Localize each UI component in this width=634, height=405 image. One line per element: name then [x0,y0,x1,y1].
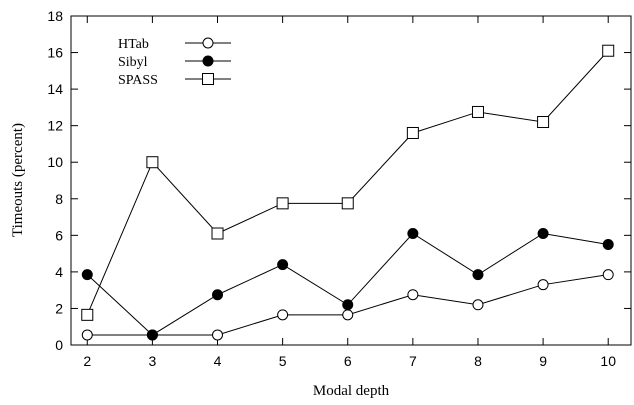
x-tick-label: 9 [539,353,547,369]
data-point-htab [602,269,614,281]
data-point-sibyl [212,289,224,301]
data-point-sibyl [602,238,614,250]
legend-item-spass: SPASS [118,73,231,88]
x-tick-label: 8 [474,353,482,369]
data-point-htab [472,299,484,311]
x-tick-label: 4 [214,353,222,369]
data-point-spass [341,197,354,210]
x-tick-label: 7 [409,353,417,369]
x-tick-label: 10 [600,353,616,369]
series-spass [81,44,615,321]
legend-label: HTab [118,37,149,52]
data-point-htab [407,289,419,301]
legend-label: SPASS [118,73,158,88]
data-point-spass [276,197,289,210]
plot-frame [70,15,632,346]
y-tick-label: 8 [55,191,63,207]
data-point-spass [471,105,484,118]
y-tick-label: 16 [47,45,63,61]
legend-marker-spass [202,73,214,85]
legend-item-htab: HTab [118,37,231,52]
data-point-sibyl [472,269,484,281]
data-point-sibyl [81,269,93,281]
legend: HTab Sibyl SPASS [118,37,231,88]
data-point-spass [602,44,615,57]
data-point-htab [537,279,549,291]
legend-marker-htab [202,37,214,49]
y-tick-label: 4 [55,264,63,280]
data-point-sibyl [277,259,289,271]
legend-label: Sibyl [118,55,148,70]
series-line-spass [86,50,609,316]
y-tick-label: 0 [55,337,63,353]
y-tick-label: 18 [47,8,63,24]
x-tick-label: 2 [83,353,91,369]
data-point-spass [146,156,159,169]
data-point-htab [342,309,354,321]
y-axis-title: Timeouts (percent) [10,123,26,237]
y-tick-label: 14 [47,81,63,97]
x-axis-title: Modal depth [313,383,390,399]
y-tick-label: 6 [55,227,63,243]
series-sibyl [81,228,614,341]
x-tick-label: 3 [148,353,156,369]
data-point-spass [406,126,419,139]
data-point-spass [537,116,550,129]
data-point-spass [211,227,224,240]
data-point-sibyl [537,228,549,240]
y-tick-label: 10 [47,154,63,170]
data-point-sibyl [146,329,158,341]
legend-item-sibyl: Sibyl [118,55,231,70]
data-point-sibyl [342,299,354,311]
y-tick-label: 12 [47,118,63,134]
data-point-htab [212,329,224,341]
x-tick-label: 6 [344,353,352,369]
data-point-spass [81,308,94,321]
data-point-htab [277,309,289,321]
y-tick-label: 2 [55,300,63,316]
legend-marker-sibyl [202,55,214,67]
data-point-sibyl [407,228,419,240]
x-tick-label: 5 [279,353,287,369]
data-point-htab [81,329,93,341]
